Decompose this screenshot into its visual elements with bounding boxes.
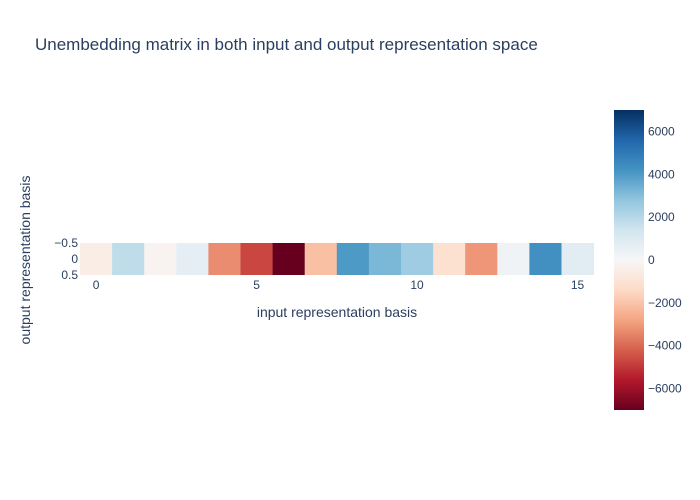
x-axis-title: input representation basis (257, 304, 417, 320)
heatmap-cell (144, 243, 177, 275)
heatmap-cell (176, 243, 209, 275)
y-tick-label: −0.5 (54, 236, 78, 250)
heatmap-cell (336, 243, 370, 275)
x-tick-label: 15 (571, 278, 585, 292)
heatmap-cell (433, 243, 466, 275)
heatmap-cell (272, 243, 306, 275)
x-tick-label: 10 (410, 278, 424, 292)
x-tick-label: 5 (253, 278, 260, 292)
y-axis-title: output representation basis (17, 176, 33, 345)
heatmap-cell (240, 243, 273, 275)
x-axis-ticks: 0 5 10 15 (93, 278, 585, 292)
heatmap-cell (497, 243, 530, 275)
heatmap-cells (80, 243, 594, 275)
y-tick-label: 0 (71, 252, 78, 266)
heatmap-cell (368, 243, 402, 275)
y-axis-ticks: −0.5 0 0.5 (54, 236, 78, 282)
colorbar-tick-label: −4000 (648, 339, 682, 353)
heatmap-cell (80, 243, 113, 275)
colorbar-ticks: 6000 4000 2000 0 −2000 −4000 −6000 (648, 124, 682, 395)
colorbar-tick-label: 0 (648, 253, 655, 267)
colorbar-tick-label: −6000 (648, 382, 682, 396)
heatmap-cell (561, 243, 594, 275)
x-tick-label: 0 (93, 278, 100, 292)
heatmap-cell (304, 243, 338, 275)
heatmap-cell (529, 243, 562, 275)
colorbar-tick-label: 4000 (648, 167, 675, 181)
heatmap-cell (112, 243, 145, 275)
colorbar-tick-label: −2000 (648, 296, 682, 310)
colorbar-tick-label: 6000 (648, 124, 675, 138)
colorbar-tick-label: 2000 (648, 210, 675, 224)
y-tick-label: 0.5 (61, 268, 78, 282)
heatmap-cell (208, 243, 241, 275)
heatmap-cell (465, 243, 498, 275)
chart-title: Unembedding matrix in both input and out… (35, 35, 538, 54)
colorbar (614, 110, 644, 410)
heatmap-cell (401, 243, 434, 275)
